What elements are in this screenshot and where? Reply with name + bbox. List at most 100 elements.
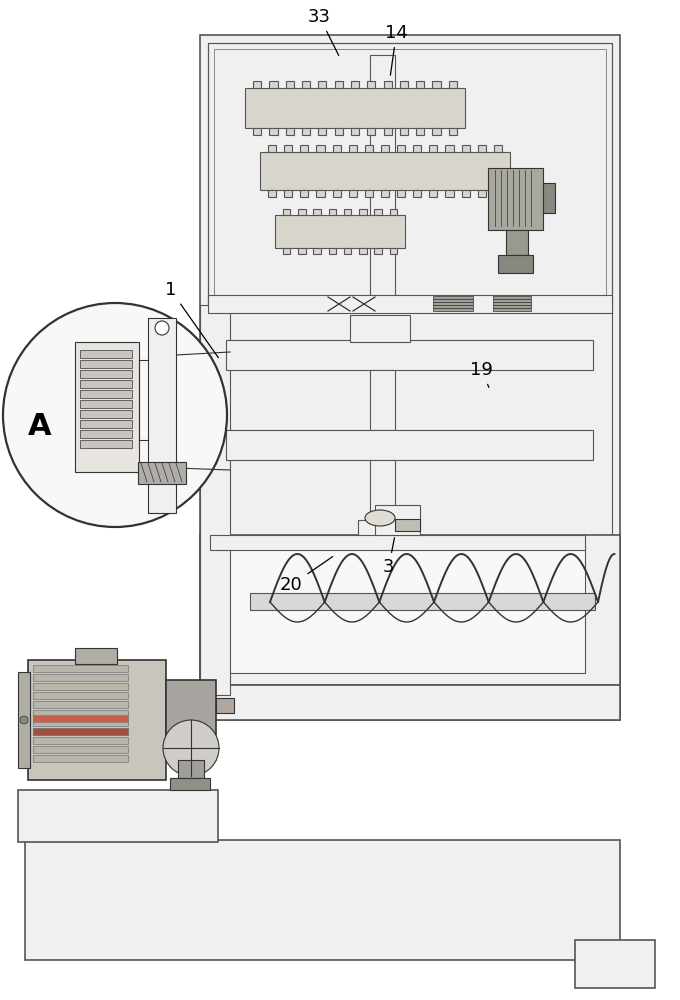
Bar	[493, 305, 531, 308]
Bar	[80, 360, 132, 368]
Bar	[445, 190, 454, 197]
Bar	[210, 535, 585, 550]
Bar	[429, 190, 437, 197]
Bar	[286, 128, 294, 135]
Circle shape	[155, 321, 169, 335]
Bar	[208, 295, 612, 313]
Bar	[216, 698, 234, 713]
Bar	[269, 81, 277, 88]
Text: 3: 3	[383, 538, 394, 576]
Bar	[33, 728, 128, 735]
Bar	[75, 342, 139, 472]
Bar	[318, 81, 326, 88]
Bar	[302, 81, 310, 88]
Bar	[449, 81, 457, 88]
Bar	[333, 190, 341, 197]
Bar	[298, 248, 305, 254]
Bar	[344, 248, 352, 254]
Bar	[359, 248, 367, 254]
Bar	[80, 390, 132, 398]
Bar	[335, 128, 343, 135]
Bar	[494, 145, 502, 152]
Bar	[413, 190, 422, 197]
Bar	[381, 190, 389, 197]
Bar	[395, 519, 420, 531]
Bar	[333, 145, 341, 152]
Bar	[506, 230, 528, 255]
Bar	[80, 440, 132, 448]
Bar	[18, 672, 30, 768]
Circle shape	[163, 720, 219, 776]
Bar	[25, 840, 620, 960]
Bar	[488, 168, 543, 230]
Bar	[200, 685, 620, 720]
Bar	[416, 81, 424, 88]
Bar	[166, 680, 216, 760]
Bar	[214, 49, 606, 299]
Bar	[245, 88, 465, 128]
Text: 14: 14	[385, 24, 408, 75]
Bar	[344, 209, 352, 215]
Bar	[33, 710, 128, 717]
Bar	[283, 248, 290, 254]
Bar	[335, 81, 343, 88]
Bar	[400, 81, 408, 88]
Bar	[318, 128, 326, 135]
Bar	[253, 128, 261, 135]
Bar	[286, 81, 294, 88]
Bar	[351, 128, 359, 135]
Bar	[80, 380, 132, 388]
Bar	[416, 128, 424, 135]
Bar	[365, 190, 373, 197]
Bar	[350, 315, 410, 342]
Text: 19: 19	[470, 361, 493, 387]
Bar	[384, 81, 392, 88]
Bar	[268, 145, 276, 152]
Bar	[328, 248, 336, 254]
Bar	[390, 209, 397, 215]
Bar	[301, 190, 309, 197]
Bar	[80, 420, 132, 428]
Bar	[375, 505, 420, 535]
Bar	[33, 737, 128, 744]
Bar	[390, 248, 397, 254]
Bar	[449, 128, 457, 135]
Bar	[381, 145, 389, 152]
Bar	[178, 760, 204, 778]
Bar	[226, 430, 593, 460]
Bar	[313, 248, 321, 254]
Bar	[328, 209, 336, 215]
Bar	[493, 302, 531, 305]
Bar	[80, 370, 132, 378]
Bar	[33, 719, 128, 726]
Bar	[432, 128, 441, 135]
Bar	[284, 145, 292, 152]
Bar	[400, 128, 408, 135]
Bar	[462, 145, 470, 152]
Bar	[28, 660, 166, 780]
Bar	[429, 145, 437, 152]
Bar	[33, 683, 128, 690]
Bar	[208, 43, 612, 712]
Bar	[80, 410, 132, 418]
Bar	[313, 209, 321, 215]
Bar	[433, 296, 473, 299]
Bar	[33, 746, 128, 753]
Bar	[493, 299, 531, 302]
Bar	[358, 520, 402, 538]
Bar	[283, 209, 290, 215]
Bar	[349, 190, 357, 197]
Bar	[367, 128, 375, 135]
Bar	[33, 701, 128, 708]
Bar	[138, 462, 186, 484]
Bar	[493, 308, 531, 311]
Bar	[433, 302, 473, 305]
Ellipse shape	[365, 510, 395, 526]
Bar	[375, 248, 382, 254]
Bar	[210, 545, 585, 673]
Bar	[18, 790, 218, 842]
Bar	[316, 145, 324, 152]
Bar	[478, 145, 486, 152]
Bar	[80, 400, 132, 408]
Bar	[433, 308, 473, 311]
